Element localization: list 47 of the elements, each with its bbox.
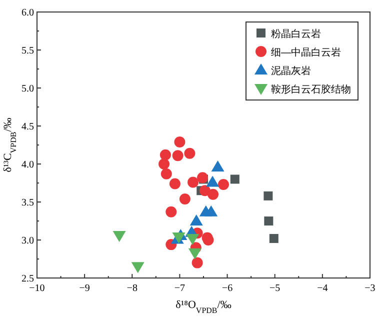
point [192,257,203,268]
point [190,214,203,226]
legend-label: 细—中晶白云岩 [271,46,341,58]
point [184,148,196,159]
point [172,150,184,162]
legend-label: 鞍形白云石胶结物 [271,84,351,96]
legend-label: 粉晶白云岩 [271,28,321,40]
point [160,168,172,180]
point [211,160,224,172]
x-tick-label: −9 [79,283,90,294]
x-tick-label: −3 [364,283,376,294]
point [179,193,190,204]
point [269,234,278,243]
y-tick-label: 4.5 [22,122,34,132]
point [166,206,177,218]
point [112,230,126,242]
point [160,149,171,160]
x-axis-title: δ¹⁸O$_{VPDB}$/‰ [176,299,232,314]
point [206,176,220,187]
y-tick-label: 3.0 [22,236,34,246]
y-tick-label: 2.5 [22,274,34,284]
point [218,179,229,190]
x-tick-label: −4 [317,283,328,294]
point [230,174,240,184]
point [186,234,200,245]
point [188,248,202,260]
point [169,178,180,190]
x-tick-label: −8 [126,283,138,294]
y-tick-label: 4.0 [22,160,34,170]
legend-label: 泥晶灰岩 [271,65,311,77]
point [264,216,274,226]
point [158,158,170,170]
y-tick-label: 3.5 [22,198,34,208]
y-tick-label: 5.5 [22,46,34,56]
point [208,188,219,200]
x-tick-label: −10 [29,283,45,294]
point [204,205,218,216]
x-tick-label: −7 [174,283,186,294]
point [188,176,199,188]
y-tick-label: 5.0 [22,84,34,94]
point [174,136,186,148]
y-tick-label: 6.0 [22,8,34,18]
point [131,262,144,274]
point [197,172,208,184]
point [264,191,273,200]
x-tick-label: −5 [270,283,280,294]
x-tick-label: −6 [222,283,233,294]
